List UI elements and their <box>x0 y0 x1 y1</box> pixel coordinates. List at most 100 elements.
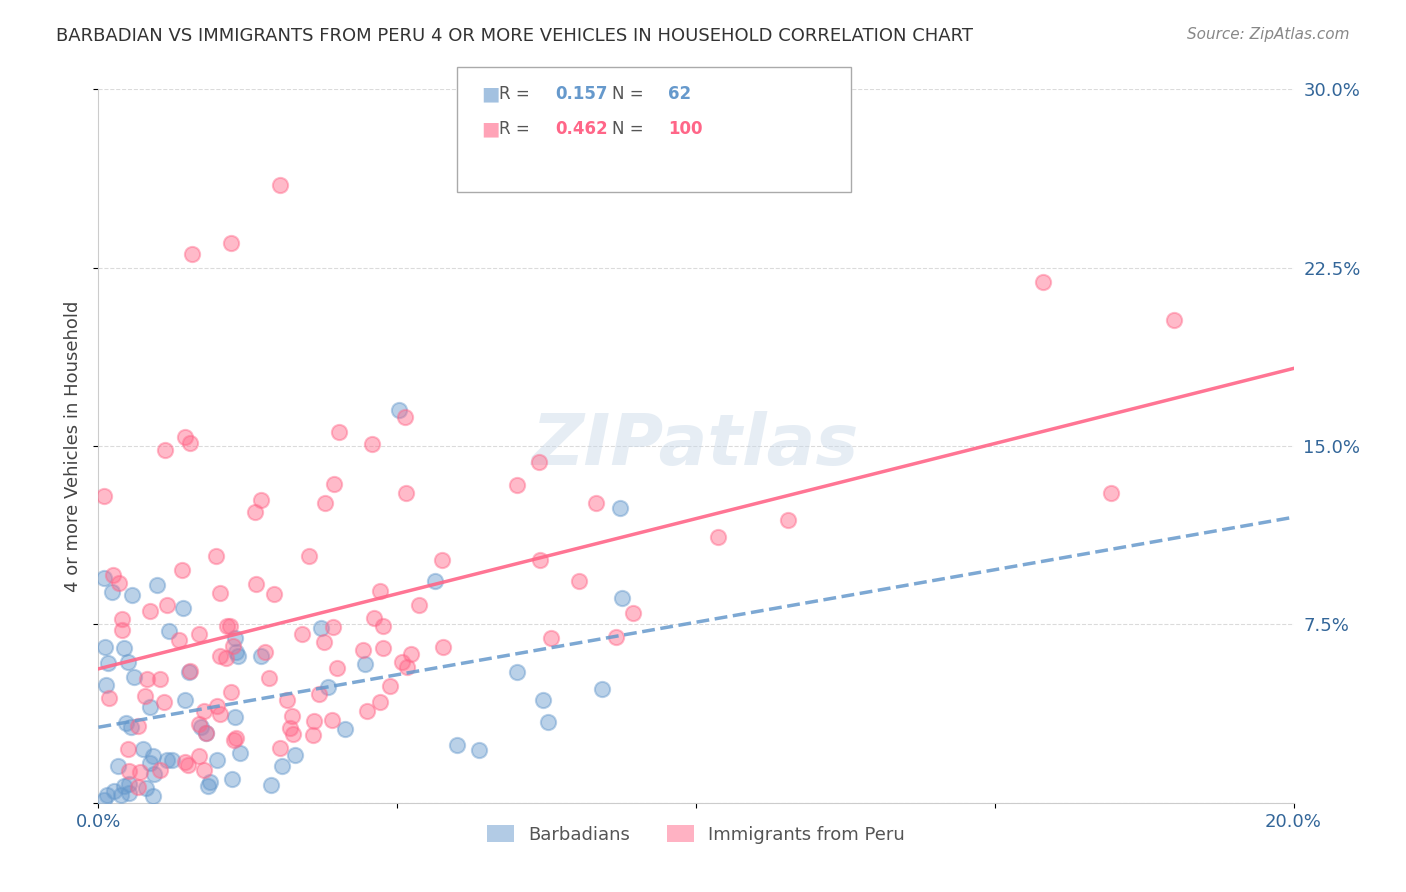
Barbadians <box>143 766 166 780</box>
Barbadians <box>115 715 138 730</box>
Immigrants from Peru <box>302 727 325 741</box>
Immigrants from Peru <box>194 726 217 740</box>
Immigrants from Peru <box>776 513 799 527</box>
Immigrants from Peru <box>394 485 416 500</box>
Immigrants from Peru <box>391 656 413 670</box>
Immigrants from Peru <box>356 704 378 718</box>
Barbadians <box>311 621 333 635</box>
Text: ■: ■ <box>481 84 499 103</box>
Barbadians <box>335 722 357 736</box>
Immigrants from Peru <box>170 563 193 577</box>
Text: N =: N = <box>612 120 643 138</box>
Immigrants from Peru <box>368 695 391 709</box>
Barbadians <box>139 699 162 714</box>
Barbadians <box>506 665 529 679</box>
Immigrants from Peru <box>127 780 149 794</box>
Immigrants from Peru <box>1163 313 1185 327</box>
Immigrants from Peru <box>302 714 325 728</box>
Immigrants from Peru <box>605 630 627 644</box>
Text: ZIPatlas: ZIPatlas <box>533 411 859 481</box>
Barbadians <box>224 710 246 724</box>
Immigrants from Peru <box>110 623 132 637</box>
Immigrants from Peru <box>373 619 395 633</box>
Immigrants from Peru <box>314 635 336 649</box>
Barbadians <box>195 726 218 740</box>
Immigrants from Peru <box>187 717 209 731</box>
Immigrants from Peru <box>623 607 645 621</box>
Y-axis label: 4 or more Vehicles in Household: 4 or more Vehicles in Household <box>65 301 83 591</box>
Barbadians <box>537 714 560 729</box>
Immigrants from Peru <box>250 492 273 507</box>
Immigrants from Peru <box>193 763 215 777</box>
Immigrants from Peru <box>253 645 276 659</box>
Barbadians <box>132 742 155 756</box>
Barbadians <box>354 657 377 672</box>
Immigrants from Peru <box>380 679 402 693</box>
Barbadians <box>271 759 294 773</box>
Text: R =: R = <box>499 120 530 138</box>
Immigrants from Peru <box>174 755 197 769</box>
Immigrants from Peru <box>207 698 229 713</box>
Immigrants from Peru <box>257 671 280 685</box>
Barbadians <box>249 649 271 664</box>
Barbadians <box>446 738 468 752</box>
Barbadians <box>120 720 142 734</box>
Immigrants from Peru <box>108 576 131 591</box>
Immigrants from Peru <box>363 611 385 625</box>
Immigrants from Peru <box>263 587 285 601</box>
Immigrants from Peru <box>276 693 298 707</box>
Immigrants from Peru <box>219 619 242 633</box>
Immigrants from Peru <box>368 583 391 598</box>
Immigrants from Peru <box>1099 485 1122 500</box>
Immigrants from Peru <box>245 577 267 591</box>
Immigrants from Peru <box>179 664 201 678</box>
Barbadians <box>259 778 281 792</box>
Immigrants from Peru <box>219 236 242 251</box>
Barbadians <box>174 693 197 707</box>
Barbadians <box>139 756 162 771</box>
Immigrants from Peru <box>149 672 172 686</box>
Barbadians <box>107 758 129 772</box>
Immigrants from Peru <box>432 640 454 655</box>
Barbadians <box>179 665 201 679</box>
Barbadians <box>94 678 117 692</box>
Barbadians <box>142 749 165 764</box>
Barbadians <box>94 640 117 655</box>
Immigrants from Peru <box>205 549 228 563</box>
Barbadians <box>112 780 135 794</box>
Barbadians <box>157 624 180 638</box>
Immigrants from Peru <box>153 695 176 709</box>
Immigrants from Peru <box>128 764 150 779</box>
Text: Source: ZipAtlas.com: Source: ZipAtlas.com <box>1187 27 1350 42</box>
Immigrants from Peru <box>156 598 179 612</box>
Barbadians <box>224 631 246 645</box>
Text: R =: R = <box>499 85 530 103</box>
Immigrants from Peru <box>529 553 551 567</box>
Barbadians <box>423 574 446 588</box>
Immigrants from Peru <box>177 758 200 772</box>
Barbadians <box>112 641 135 656</box>
Barbadians <box>93 793 115 807</box>
Barbadians <box>118 786 141 800</box>
Immigrants from Peru <box>135 672 157 686</box>
Barbadians <box>591 682 613 697</box>
Immigrants from Peru <box>217 618 239 632</box>
Barbadians <box>226 649 249 664</box>
Barbadians <box>142 789 165 803</box>
Immigrants from Peru <box>193 704 215 718</box>
Immigrants from Peru <box>314 496 336 510</box>
Immigrants from Peru <box>149 763 172 777</box>
Immigrants from Peru <box>208 707 231 722</box>
Immigrants from Peru <box>323 476 346 491</box>
Barbadians <box>110 788 132 802</box>
Immigrants from Peru <box>134 689 156 703</box>
Immigrants from Peru <box>321 713 343 727</box>
Immigrants from Peru <box>281 726 304 740</box>
Immigrants from Peru <box>101 567 124 582</box>
Immigrants from Peru <box>540 631 562 645</box>
Immigrants from Peru <box>224 732 246 747</box>
Immigrants from Peru <box>298 549 321 564</box>
Immigrants from Peru <box>208 648 231 663</box>
Immigrants from Peru <box>153 443 176 458</box>
Immigrants from Peru <box>328 425 350 440</box>
